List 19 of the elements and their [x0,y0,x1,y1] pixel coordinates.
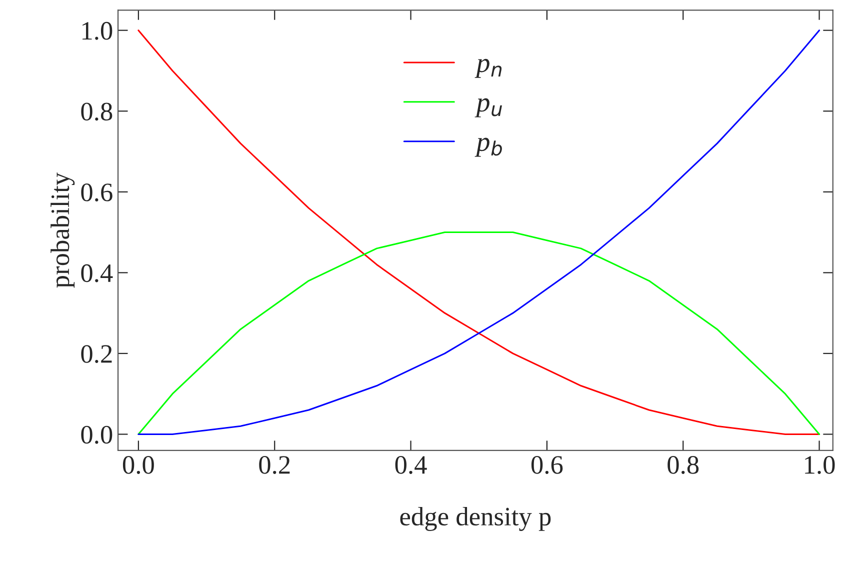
x-tick-label: 0.0 [122,456,154,474]
line-series [138,232,820,436]
y-axis-title: probability [50,172,75,288]
y-tick-label: 0.0 [81,426,112,444]
line-series [138,30,820,436]
y-tick-label: 0.4 [81,264,113,282]
y-tick-label: 0.2 [81,345,112,363]
x-tick-label: 0.8 [668,456,699,474]
legend-label: p$_{u}$ [474,98,502,118]
x-tick-label: 1.0 [805,456,835,474]
y-tick-label: 0.6 [81,184,112,202]
x-tick-label: 0.6 [531,456,563,474]
y-tick-label: 1.0 [82,22,112,40]
y-tick-label: 0.8 [81,102,112,121]
x-axis-title: edge density p [400,506,551,531]
legend-label: p$_{n}$ [474,58,502,78]
legend-label: p$_{b}$ [474,138,502,157]
x-tick-label: 0.2 [259,456,290,474]
x-tick-label: 0.4 [395,456,427,474]
